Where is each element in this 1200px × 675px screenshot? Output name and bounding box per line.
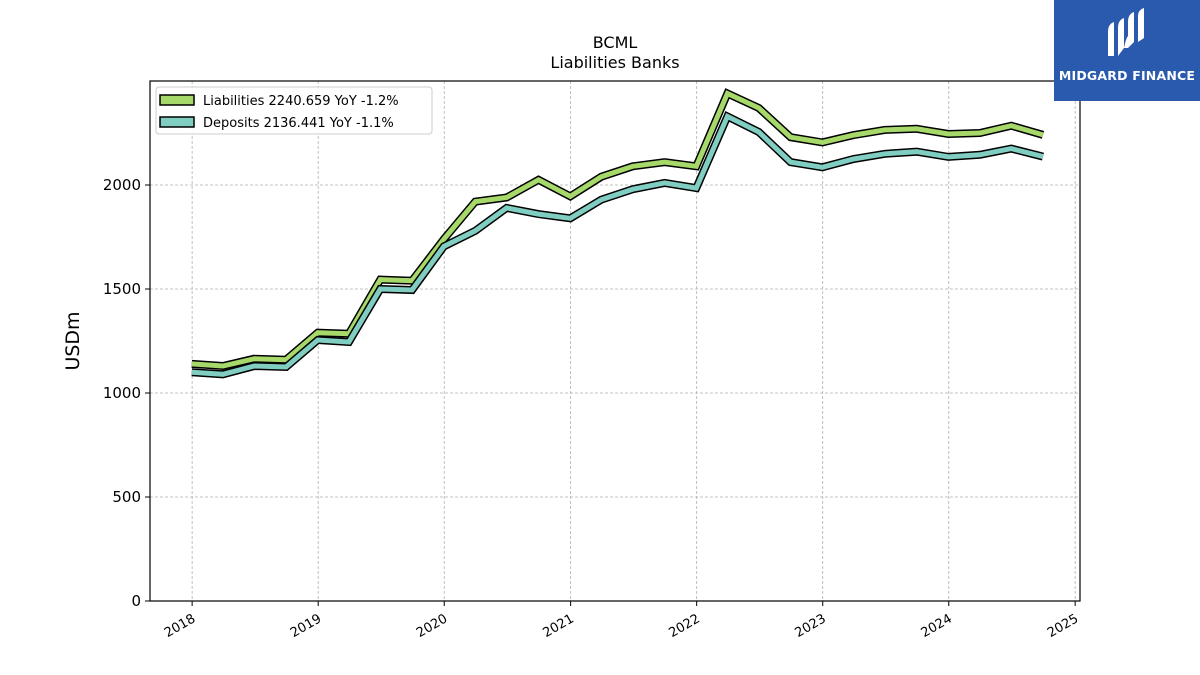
brand-logo: MIDGARD FINANCE [1054,0,1200,101]
legend-swatch-liabilities [159,94,195,106]
legend-box [155,86,433,135]
y-tick-label: 2000 [103,176,141,194]
x-tick-label: 2022 [667,611,703,641]
legend-label-liabilities: Liabilities 2240.659 YoY -1.2% [203,94,399,109]
logo-text: MIDGARD FINANCE [1058,68,1196,83]
x-tick-label: 2025 [1045,611,1081,641]
x-tick-label: 2018 [162,611,198,641]
x-tick-label: 2024 [919,611,955,641]
y-tick-label: 1500 [103,280,141,298]
x-tick-label: 2020 [414,611,450,641]
x-tick-label: 2021 [540,611,576,641]
y-axis-label: USDm [62,311,84,370]
legend: Liabilities 2240.659 YoY -1.2% Deposits … [155,86,433,135]
series-group [191,88,1045,379]
series-line [191,112,1044,377]
chart-title: BCML [593,33,638,52]
y-tick-label: 1000 [103,384,141,402]
chart-subtitle: Liabilities Banks [550,53,679,72]
x-tick-label: 2019 [288,611,324,641]
y-ticks: 0 500 1000 1500 2000 [103,176,150,610]
y-tick-label: 0 [131,592,141,610]
legend-label-deposits: Deposits 2136.441 YoY -1.1% [203,116,394,131]
y-tick-label: 500 [112,488,141,506]
series-liabilities [191,88,1045,371]
x-ticks: 2018 2019 2020 2021 2022 2023 2024 2025 [162,601,1081,641]
plot-frame [149,80,1081,602]
x-tick-label: 2023 [793,611,829,641]
logo-mark-icon [1108,8,1144,56]
legend-swatch-deposits [159,116,195,128]
series-line [191,90,1044,369]
series-deposits [191,110,1044,379]
